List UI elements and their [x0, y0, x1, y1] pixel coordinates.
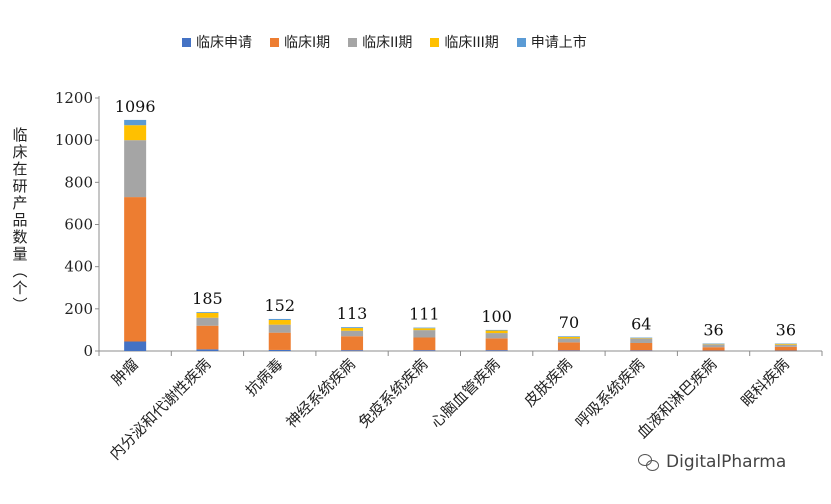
x-tick-label: 呼吸系统疾病: [572, 355, 648, 431]
bar-segment-0: [269, 350, 291, 351]
x-tick-label: 免疫系统疾病: [355, 355, 431, 431]
watermark: DigitalPharma: [638, 452, 786, 472]
x-tick-label: 神经系统疾病: [282, 355, 358, 431]
bar-segment-3: [413, 328, 435, 330]
legend-label: 临床II期: [362, 32, 412, 52]
data-label-total: 70: [559, 313, 579, 332]
data-label-total: 100: [481, 307, 512, 326]
chart-legend: 临床申请 临床I期 临床II期 临床III期 申请上市: [182, 32, 587, 52]
y-tick-label: 800: [64, 173, 93, 191]
data-label-total: 113: [337, 304, 368, 323]
data-label-total: 152: [264, 296, 295, 315]
bar-segment-1: [341, 336, 363, 350]
bar-segment-0: [558, 350, 580, 351]
bar-segment-1: [269, 333, 291, 350]
bar-segment-2: [413, 330, 435, 337]
data-label-total: 64: [631, 315, 651, 334]
bar-segment-1: [196, 326, 218, 350]
bar-segment-4: [269, 319, 291, 320]
bar-segment-1: [558, 342, 580, 350]
bar-segment-0: [486, 350, 508, 351]
bar-segment-2: [196, 318, 218, 326]
x-tick-label: 心脑血管疾病: [427, 355, 503, 431]
bar-segment-2: [775, 345, 797, 347]
bar-segment-4: [558, 336, 580, 337]
y-tick-label: 0: [83, 342, 93, 360]
bar-segment-0: [413, 350, 435, 351]
bar-segment-0: [124, 342, 146, 351]
legend-swatch: [430, 38, 439, 47]
bar-segment-3: [558, 337, 580, 339]
y-axis-label: 临床在研产品数量（个）: [8, 95, 32, 345]
legend-swatch: [182, 38, 191, 47]
legend-item-0: 临床申请: [182, 32, 252, 52]
legend-label: 临床申请: [196, 32, 252, 52]
bar-segment-1: [486, 338, 508, 350]
bar-segment-2: [269, 325, 291, 333]
bar-segment-2: [124, 140, 146, 197]
x-tick-label: 皮肤疾病: [521, 355, 576, 410]
y-tick-label: 1000: [55, 131, 93, 149]
legend-swatch: [517, 38, 526, 47]
bar-segment-2: [558, 339, 580, 343]
legend-item-1: 临床I期: [270, 32, 330, 52]
legend-swatch: [348, 38, 357, 47]
legend-item-3: 临床III期: [430, 32, 498, 52]
y-tick-label: 400: [64, 258, 93, 276]
bar-segment-0: [630, 350, 652, 351]
legend-item-2: 临床II期: [348, 32, 412, 52]
data-label-total: 1096: [115, 97, 156, 116]
bar-segment-3: [341, 328, 363, 331]
bar-segment-4: [413, 328, 435, 329]
bar-segment-3: [196, 313, 218, 318]
bar-segment-3: [124, 125, 146, 140]
legend-label: 临床I期: [284, 32, 330, 52]
bar-segment-4: [486, 330, 508, 331]
bar-segment-1: [630, 343, 652, 350]
bar-segment-4: [196, 312, 218, 313]
bar-segment-1: [124, 197, 146, 341]
watermark-text: DigitalPharma: [666, 452, 786, 472]
legend-swatch: [270, 38, 279, 47]
y-tick-label: 600: [64, 216, 93, 234]
bar-segment-1: [413, 338, 435, 351]
x-tick-label: 抗病毒: [242, 355, 287, 400]
bar-segment-2: [486, 333, 508, 338]
bar-segment-1: [775, 347, 797, 351]
bar-segment-2: [703, 344, 725, 347]
y-tick-label: 1200: [55, 89, 93, 107]
legend-label: 临床III期: [444, 32, 498, 52]
data-label-total: 185: [192, 289, 223, 308]
bar-segment-4: [341, 327, 363, 328]
data-label-total: 36: [776, 320, 796, 339]
bar-segment-2: [341, 331, 363, 336]
data-label-total: 36: [703, 320, 723, 339]
bar-segment-0: [196, 349, 218, 351]
bar-segment-4: [124, 120, 146, 125]
bar-segment-1: [703, 347, 725, 350]
bar-segment-3: [269, 320, 291, 325]
y-tick-label: 200: [64, 300, 93, 318]
bar-segment-3: [486, 331, 508, 334]
bar-segment-3: [775, 344, 797, 345]
bar-segment-2: [630, 338, 652, 343]
x-tick-label: 眼科疾病: [738, 355, 793, 410]
bar-segment-0: [341, 350, 363, 351]
data-label-total: 111: [409, 305, 440, 324]
wechat-icon: [638, 452, 660, 472]
x-tick-label: 肿瘤: [108, 355, 142, 389]
legend-label: 申请上市: [531, 32, 587, 52]
legend-item-4: 申请上市: [517, 32, 587, 52]
